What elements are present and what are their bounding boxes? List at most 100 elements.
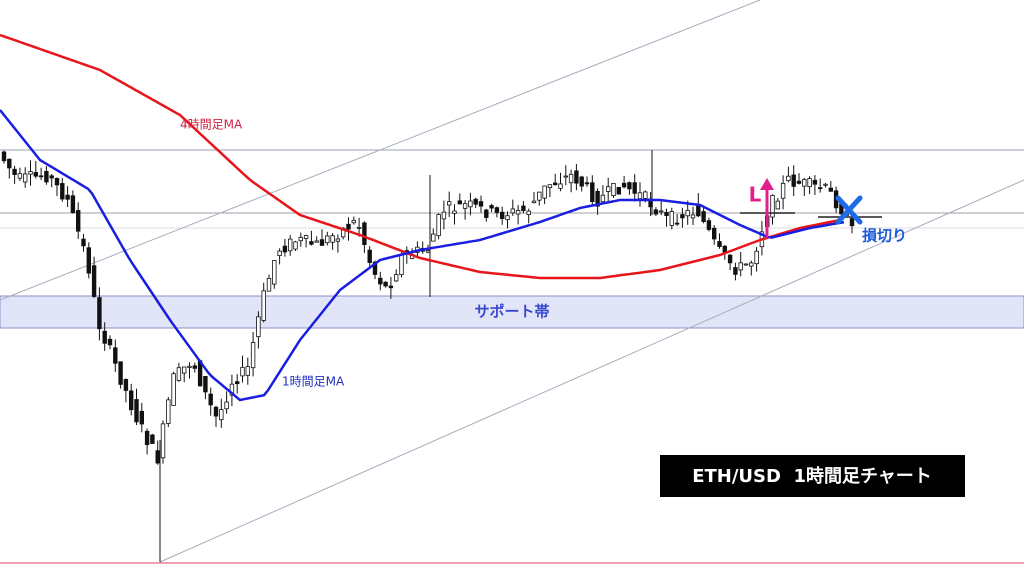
channel-line (159, 179, 1024, 563)
candle-body (489, 205, 494, 209)
candle-body (91, 265, 97, 297)
candle-body (372, 261, 378, 275)
candle-body (446, 201, 452, 206)
candle-body (76, 210, 81, 232)
candle-body (293, 241, 298, 250)
candle-body (775, 200, 780, 210)
candle-body (643, 191, 648, 199)
candle-body (28, 171, 33, 175)
candle-body (107, 338, 113, 346)
candle-body (584, 182, 590, 185)
candle-body (70, 195, 76, 214)
candle-body (505, 215, 510, 221)
candle-body (478, 201, 484, 207)
candle-body (802, 179, 807, 187)
candle-body (680, 214, 685, 219)
channel-line (0, 0, 761, 301)
candle-body (537, 191, 542, 201)
candle-body (441, 211, 447, 220)
candle-body (266, 277, 272, 292)
candle-body (22, 173, 28, 183)
candle-body (818, 187, 823, 190)
candle-body (696, 204, 701, 217)
candle-body (706, 220, 712, 230)
candle-body (208, 393, 213, 406)
candle-body (60, 183, 65, 200)
candle-body (738, 262, 743, 271)
candle-body (213, 406, 219, 417)
candle-body (637, 192, 643, 200)
candle-body (187, 365, 192, 368)
candle-body (261, 290, 266, 321)
candle-body (351, 219, 356, 224)
candle-body (563, 175, 568, 178)
candle-body (97, 297, 102, 330)
candle-body (192, 365, 197, 369)
candle-body (128, 390, 134, 411)
candle-body (171, 373, 176, 406)
candle-body (579, 176, 584, 187)
candle-body (123, 379, 129, 391)
candle-body (102, 330, 107, 344)
candle-body (282, 245, 288, 253)
candle-body (113, 347, 118, 364)
candle-body (473, 198, 478, 205)
candle-body (812, 179, 818, 185)
candle-body (701, 211, 706, 222)
candle-body (362, 222, 367, 245)
candle-body (81, 238, 86, 247)
candle-body (494, 207, 500, 213)
candle-body (17, 173, 23, 179)
candle-body (44, 171, 49, 183)
candle-body (749, 262, 754, 267)
candle-body (144, 430, 150, 445)
candle-body (606, 186, 611, 192)
candle-body (303, 235, 309, 239)
candle-body (674, 222, 680, 225)
candle-body (452, 210, 457, 214)
candle-body (547, 184, 553, 188)
candle-body (356, 226, 362, 229)
candle-body (229, 383, 235, 396)
candle-body (786, 175, 791, 182)
stop-mark (835, 195, 863, 225)
candle-body (499, 211, 505, 220)
candle-body (717, 241, 722, 247)
ma-1h-label: 1時間足MA (282, 375, 345, 389)
candle-body (553, 182, 558, 186)
candle-body (277, 250, 282, 256)
candle-body (590, 182, 595, 202)
candle-body (632, 182, 637, 194)
candle-body (754, 250, 759, 265)
candle-body (431, 233, 436, 242)
title-box (660, 455, 965, 497)
candle-body (287, 238, 293, 252)
candle-body (256, 316, 261, 338)
candle-body (484, 209, 489, 218)
candle-body (669, 211, 674, 226)
candle-body (664, 211, 669, 216)
candle-body (600, 194, 606, 203)
long-arrow-head (760, 178, 774, 190)
candle-body (160, 423, 166, 459)
ma-1h-line (0, 109, 845, 402)
candle-body (399, 254, 404, 276)
candle-body (653, 209, 659, 215)
candle-body (574, 170, 579, 184)
candle-body (219, 409, 224, 421)
candle-body (828, 187, 833, 192)
ma-4h-line (0, 33, 841, 280)
candle-body (176, 367, 182, 381)
candle-body (616, 187, 621, 195)
ma-4h-label: 4時間足MA (180, 118, 243, 132)
candle-body (457, 200, 462, 205)
candle-body (436, 214, 441, 237)
candle-body (823, 183, 828, 186)
candle-body (780, 182, 786, 199)
support-label: サポート帯 (474, 303, 549, 321)
candle-body (54, 178, 60, 186)
candle-body (712, 227, 717, 240)
candle-body (378, 277, 383, 285)
candle-body (139, 410, 144, 425)
candle-body (49, 175, 54, 179)
